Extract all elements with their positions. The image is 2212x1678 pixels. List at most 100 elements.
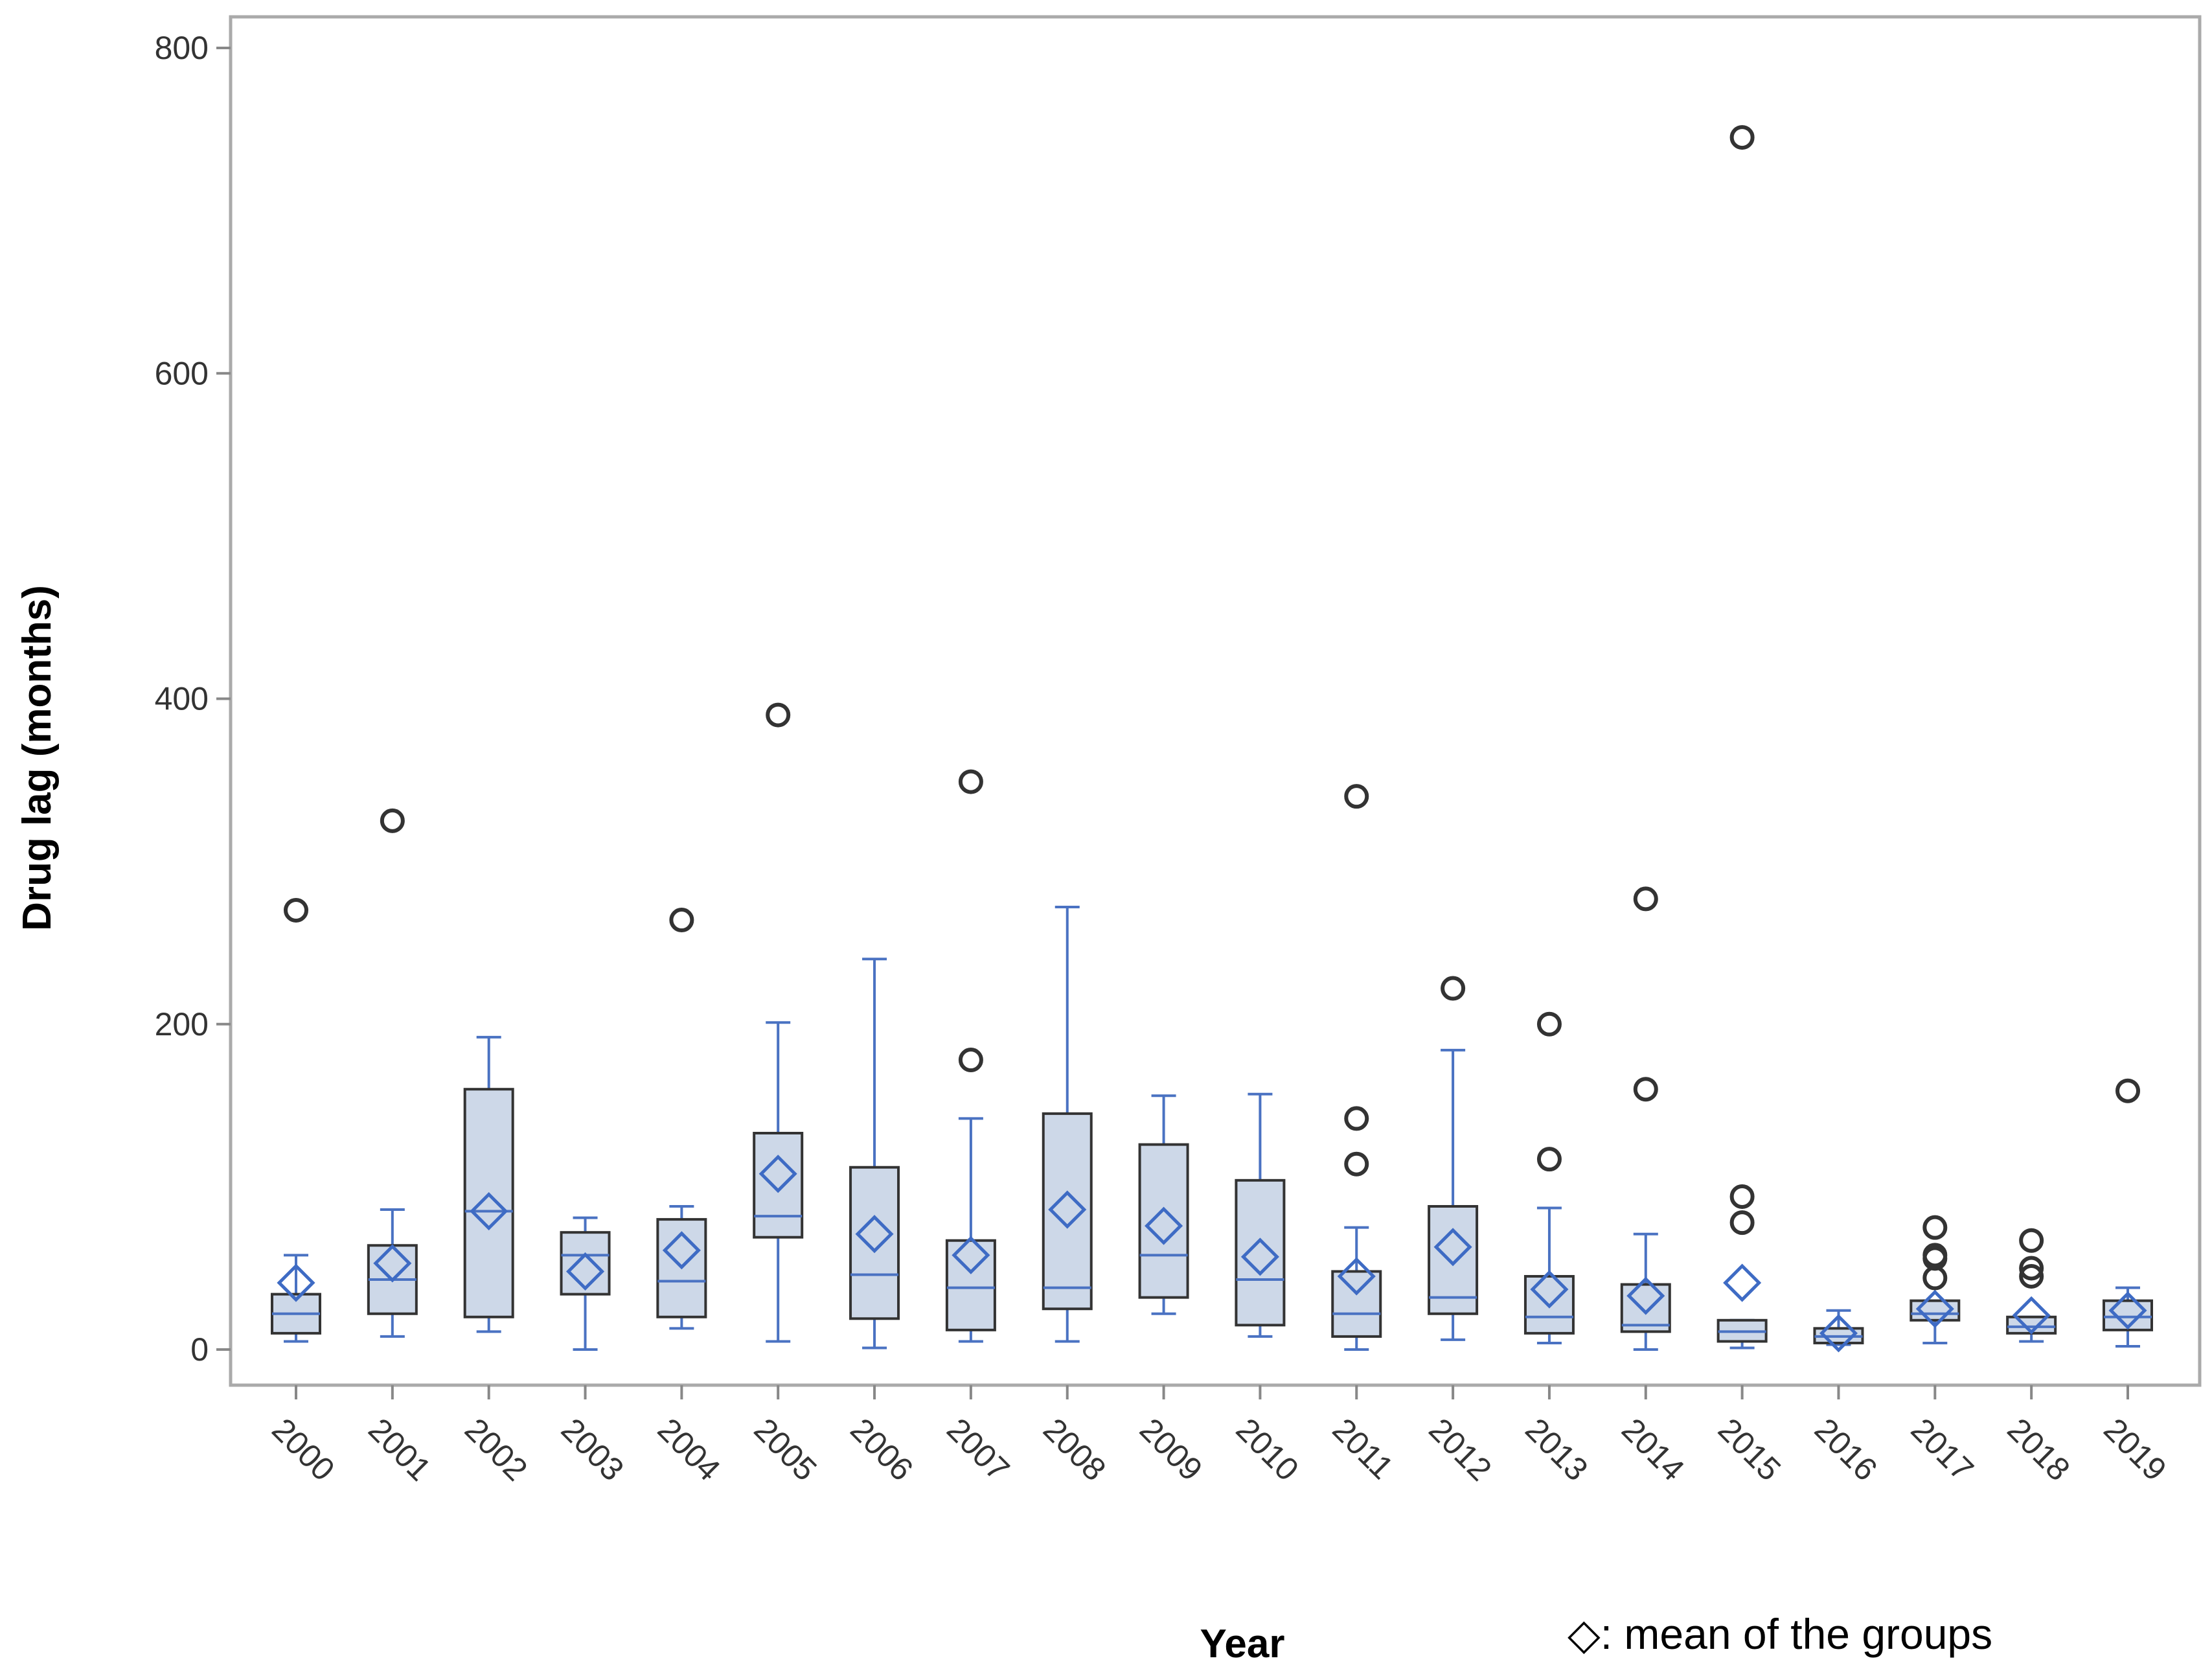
outlier-point — [380, 808, 405, 833]
y-tick-label-400: 400 — [155, 681, 209, 717]
outlier-point — [958, 769, 983, 794]
box-2004 — [656, 908, 707, 1330]
box-iqr — [463, 1088, 514, 1318]
box-iqr — [753, 1132, 804, 1239]
outlier-point — [2019, 1263, 2044, 1289]
box-2001 — [367, 808, 418, 1338]
outlier-point — [2115, 1078, 2140, 1103]
x-tick-label-2009: 2009 — [1133, 1411, 1209, 1488]
box-2016 — [1813, 1309, 1864, 1353]
x-tick-label-2015: 2015 — [1711, 1411, 1788, 1488]
y-tick-label-800: 800 — [155, 30, 209, 66]
x-tick-label-2005: 2005 — [747, 1411, 823, 1488]
outlier-point — [766, 702, 791, 728]
x-tick-label-2016: 2016 — [1808, 1411, 1884, 1488]
box-2008 — [1042, 905, 1093, 1343]
box-iqr — [1620, 1283, 1671, 1333]
x-tick-label-2003: 2003 — [554, 1411, 631, 1488]
box-iqr — [1138, 1143, 1189, 1299]
x-tick-label-2019: 2019 — [2097, 1411, 2173, 1488]
x-tick-label-2017: 2017 — [1904, 1411, 1981, 1488]
box-2003 — [560, 1216, 611, 1351]
plot-frame — [229, 15, 2202, 1387]
mean-marker — [1626, 1276, 1665, 1315]
box-iqr — [1235, 1178, 1286, 1327]
x-tick-label-2001: 2001 — [361, 1411, 438, 1488]
outlier-point — [958, 1047, 983, 1072]
mean-marker — [2108, 1291, 2147, 1330]
outlier-point — [1536, 1147, 1562, 1172]
box-2018 — [2006, 1228, 2057, 1343]
x-tick-label-2002: 2002 — [458, 1411, 534, 1488]
mean-marker — [277, 1263, 315, 1302]
outlier-point — [1922, 1243, 1948, 1268]
y-axis: 0 200 400 600 800 — [155, 30, 231, 1368]
y-axis-title: Drug lag (months) — [15, 585, 60, 931]
outlier-point — [1729, 1210, 1755, 1236]
box-2019 — [2103, 1078, 2153, 1348]
outlier-point — [669, 908, 694, 933]
mean-marker — [373, 1244, 412, 1283]
x-tick-label-2006: 2006 — [843, 1411, 920, 1488]
mean-marker — [855, 1215, 894, 1254]
mean-marker — [1337, 1257, 1376, 1296]
outlier-point — [284, 897, 308, 923]
outlier-point — [1344, 784, 1369, 809]
mean-marker — [565, 1252, 605, 1291]
x-tick-label-2000: 2000 — [265, 1411, 341, 1488]
box-2006 — [849, 958, 900, 1350]
x-tick-label-2010: 2010 — [1229, 1411, 1306, 1488]
mean-marker — [1723, 1263, 1762, 1302]
mean-marker — [1048, 1190, 1087, 1229]
box-2007 — [945, 769, 996, 1343]
mean-marker — [1530, 1270, 1569, 1309]
mean-marker — [758, 1155, 797, 1193]
box-2017 — [1910, 1215, 1961, 1344]
outlier-point — [1633, 886, 1658, 912]
mean-marker — [1819, 1314, 1858, 1353]
mean-marker — [952, 1236, 990, 1274]
y-tick-label-0: 0 — [190, 1331, 209, 1368]
outlier-point — [1633, 1077, 1658, 1102]
outlier-point — [1536, 1011, 1562, 1037]
box-2013 — [1523, 1011, 1575, 1344]
box-2015 — [1716, 125, 1768, 1350]
outlier-point — [1344, 1151, 1369, 1177]
x-axis: 2000 2001 2002 2003 2004 2005 2006 2007 2008 2009… — [265, 1385, 2173, 1488]
box-iqr — [560, 1231, 611, 1296]
box-iqr — [849, 1166, 900, 1320]
outlier-point — [1441, 976, 1466, 1001]
x-tick-label-2012: 2012 — [1422, 1411, 1498, 1488]
legend-mean: ◇: mean of the groups — [1568, 1610, 1992, 1658]
box-2011 — [1331, 784, 1382, 1351]
mean-marker — [1433, 1228, 1472, 1267]
box-iqr — [1331, 1270, 1382, 1338]
y-tick-label-200: 200 — [155, 1006, 209, 1042]
outlier-point — [1729, 1184, 1755, 1209]
x-tick-label-2007: 2007 — [940, 1411, 1016, 1488]
box-2009 — [1138, 1094, 1189, 1315]
x-axis-title: Year — [1200, 1622, 1284, 1666]
outlier-point — [2019, 1228, 2044, 1253]
outlier-point — [1729, 125, 1755, 150]
outlier-point — [1344, 1106, 1369, 1131]
mean-marker — [2012, 1296, 2051, 1335]
box-2002 — [463, 1035, 514, 1333]
box-series — [271, 125, 2153, 1353]
outlier-point — [1922, 1215, 1948, 1240]
mean-marker — [470, 1192, 508, 1231]
mean-marker — [1915, 1289, 1954, 1328]
x-tick-label-2014: 2014 — [1615, 1411, 1691, 1488]
outlier-point — [2019, 1256, 2044, 1281]
y-tick-label-600: 600 — [155, 355, 209, 391]
mean-marker — [662, 1231, 701, 1270]
x-tick-label-2004: 2004 — [651, 1411, 727, 1488]
x-tick-label-2008: 2008 — [1036, 1411, 1113, 1488]
box-2010 — [1235, 1092, 1286, 1338]
box-2005 — [753, 702, 804, 1343]
x-tick-label-2018: 2018 — [2000, 1411, 2077, 1488]
x-tick-label-2013: 2013 — [1518, 1411, 1595, 1488]
mean-marker — [1240, 1237, 1279, 1276]
box-2012 — [1428, 976, 1479, 1341]
